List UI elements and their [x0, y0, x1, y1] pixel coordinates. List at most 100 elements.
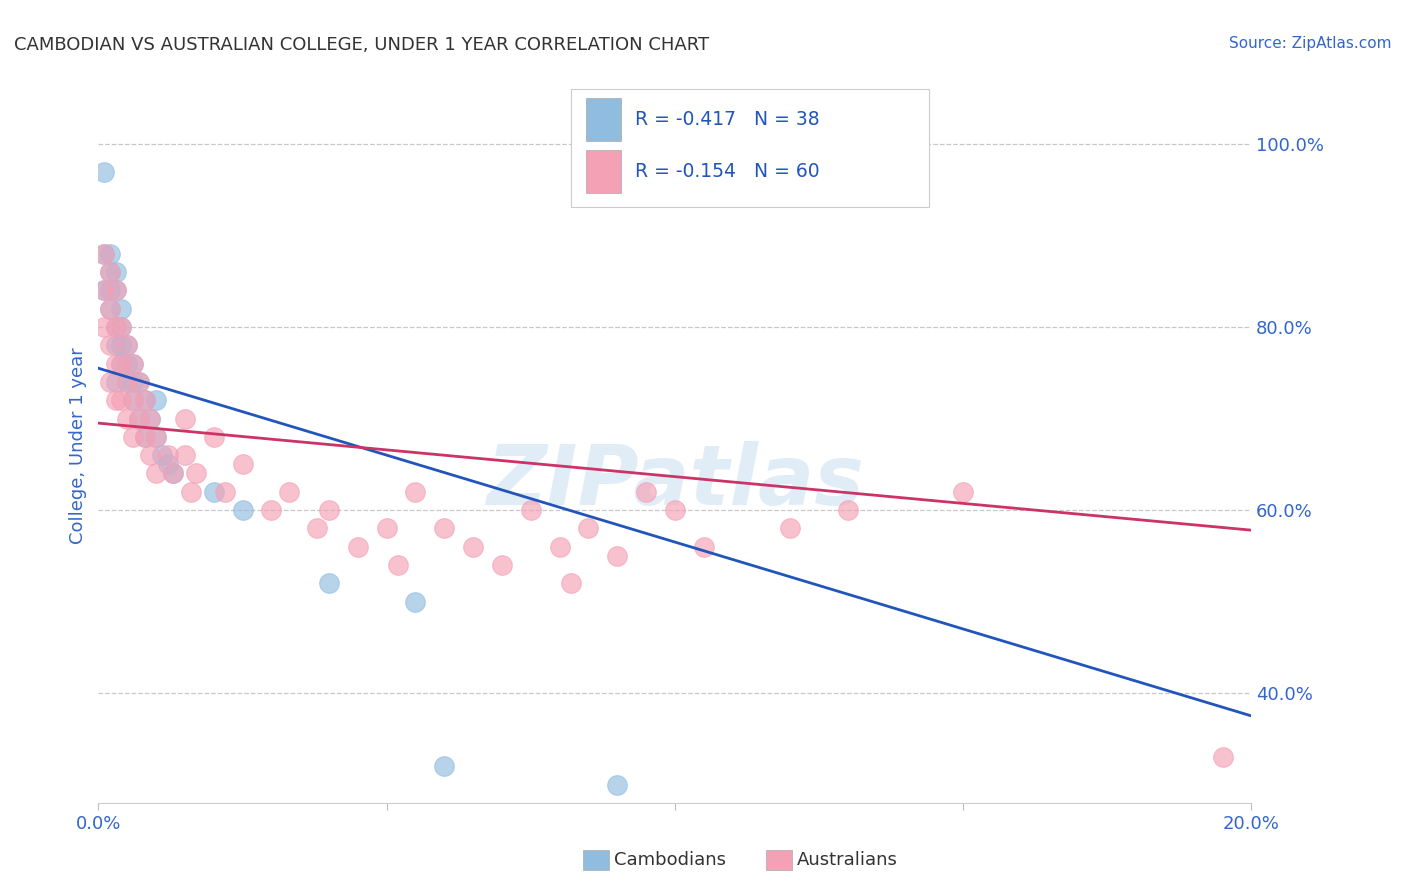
Point: [139, 411, 162, 425]
FancyBboxPatch shape: [586, 150, 620, 193]
Point: [98, 247, 121, 261]
Point: [104, 338, 127, 352]
Point: [156, 448, 179, 462]
Point: [110, 320, 132, 334]
Point: [174, 448, 197, 462]
Point: [104, 320, 127, 334]
Point: [145, 430, 167, 444]
Point: [214, 484, 236, 499]
Point: [104, 357, 127, 371]
Point: [117, 375, 139, 389]
Point: [93, 284, 115, 298]
Point: [104, 393, 127, 408]
Point: [260, 503, 283, 517]
Point: [104, 320, 127, 334]
Point: [117, 375, 139, 389]
Point: [98, 338, 121, 352]
Point: [318, 503, 340, 517]
Point: [98, 301, 121, 316]
Point: [104, 284, 127, 298]
Point: [779, 521, 801, 535]
Point: [104, 284, 127, 298]
Point: [578, 521, 600, 535]
Point: [186, 467, 208, 481]
Text: R = -0.417   N = 38: R = -0.417 N = 38: [634, 111, 820, 129]
Y-axis label: College, Under 1 year: College, Under 1 year: [69, 348, 87, 544]
Point: [110, 357, 132, 371]
Point: [405, 484, 427, 499]
Point: [664, 503, 686, 517]
Point: [110, 357, 132, 371]
Point: [433, 759, 456, 773]
Point: [117, 411, 139, 425]
Point: [150, 448, 173, 462]
Point: [98, 265, 121, 279]
Point: [636, 484, 658, 499]
Point: [387, 558, 409, 572]
Point: [405, 594, 427, 608]
Text: CAMBODIAN VS AUSTRALIAN COLLEGE, UNDER 1 YEAR CORRELATION CHART: CAMBODIAN VS AUSTRALIAN COLLEGE, UNDER 1…: [14, 36, 709, 54]
Point: [520, 503, 543, 517]
Point: [122, 375, 145, 389]
Point: [1212, 750, 1234, 764]
Point: [93, 247, 115, 261]
Point: [433, 521, 456, 535]
Point: [162, 467, 184, 481]
Point: [145, 467, 167, 481]
Text: Australians: Australians: [797, 851, 898, 869]
Point: [346, 540, 368, 554]
Point: [128, 375, 150, 389]
Text: Source: ZipAtlas.com: Source: ZipAtlas.com: [1229, 36, 1392, 51]
Point: [837, 503, 859, 517]
Point: [318, 576, 340, 591]
Point: [128, 375, 150, 389]
Point: [134, 393, 156, 408]
Point: [104, 375, 127, 389]
Point: [104, 265, 127, 279]
Point: [110, 338, 132, 352]
Text: ZIPatlas: ZIPatlas: [486, 442, 863, 522]
Text: R = -0.154   N = 60: R = -0.154 N = 60: [634, 161, 820, 181]
Point: [134, 393, 156, 408]
Point: [693, 540, 716, 554]
Point: [180, 484, 202, 499]
Point: [122, 357, 145, 371]
Point: [145, 393, 167, 408]
Point: [277, 484, 299, 499]
Point: [110, 320, 132, 334]
Point: [122, 430, 145, 444]
Point: [307, 521, 329, 535]
Point: [606, 777, 628, 791]
Point: [117, 338, 139, 352]
Point: [134, 430, 156, 444]
Point: [110, 301, 132, 316]
Point: [156, 458, 179, 472]
Point: [202, 484, 225, 499]
Point: [122, 357, 145, 371]
FancyBboxPatch shape: [571, 89, 928, 207]
Point: [98, 375, 121, 389]
Point: [93, 164, 115, 178]
Point: [93, 320, 115, 334]
Point: [93, 247, 115, 261]
Point: [231, 503, 254, 517]
Point: [134, 430, 156, 444]
Point: [128, 411, 150, 425]
Point: [122, 393, 145, 408]
Point: [560, 576, 582, 591]
Point: [122, 393, 145, 408]
Text: Cambodians: Cambodians: [614, 851, 727, 869]
Point: [461, 540, 484, 554]
Point: [174, 411, 197, 425]
Point: [98, 265, 121, 279]
Point: [548, 540, 571, 554]
Point: [606, 549, 628, 563]
Point: [98, 284, 121, 298]
Point: [491, 558, 513, 572]
Point: [952, 484, 974, 499]
Point: [117, 338, 139, 352]
Point: [139, 411, 162, 425]
Point: [110, 393, 132, 408]
FancyBboxPatch shape: [586, 98, 620, 141]
Point: [162, 467, 184, 481]
